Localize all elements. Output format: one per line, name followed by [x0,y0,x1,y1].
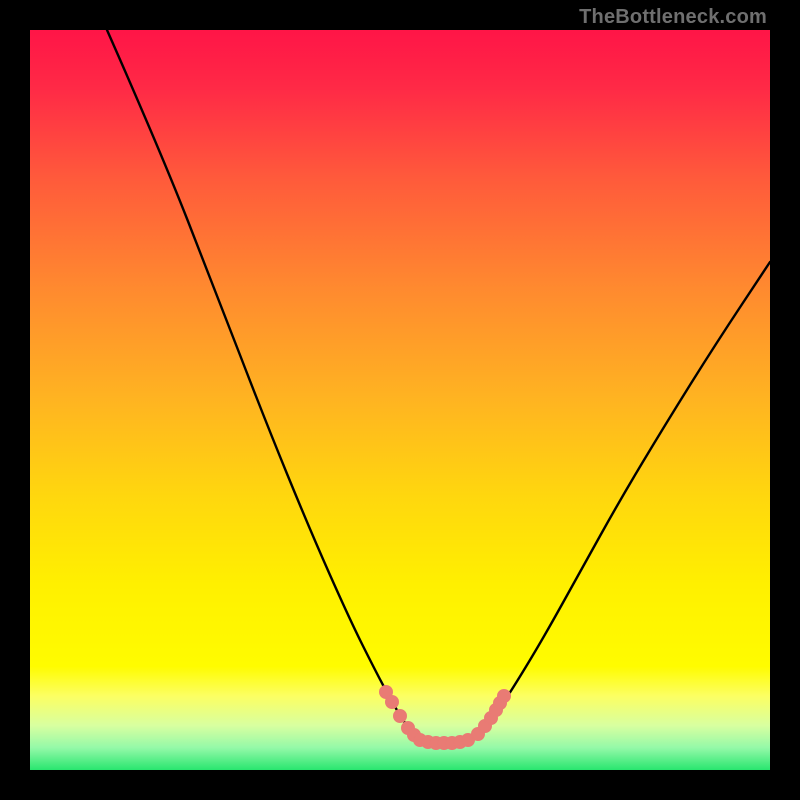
curve-markers [380,686,511,750]
curve-marker [394,710,407,723]
bottleneck-curve [107,30,770,743]
curve-layer [30,30,770,770]
chart-frame: TheBottleneck.com [0,0,800,800]
plot-area [30,30,770,770]
watermark-text: TheBottleneck.com [579,6,767,29]
curve-marker [386,696,399,709]
curve-marker [498,690,511,703]
